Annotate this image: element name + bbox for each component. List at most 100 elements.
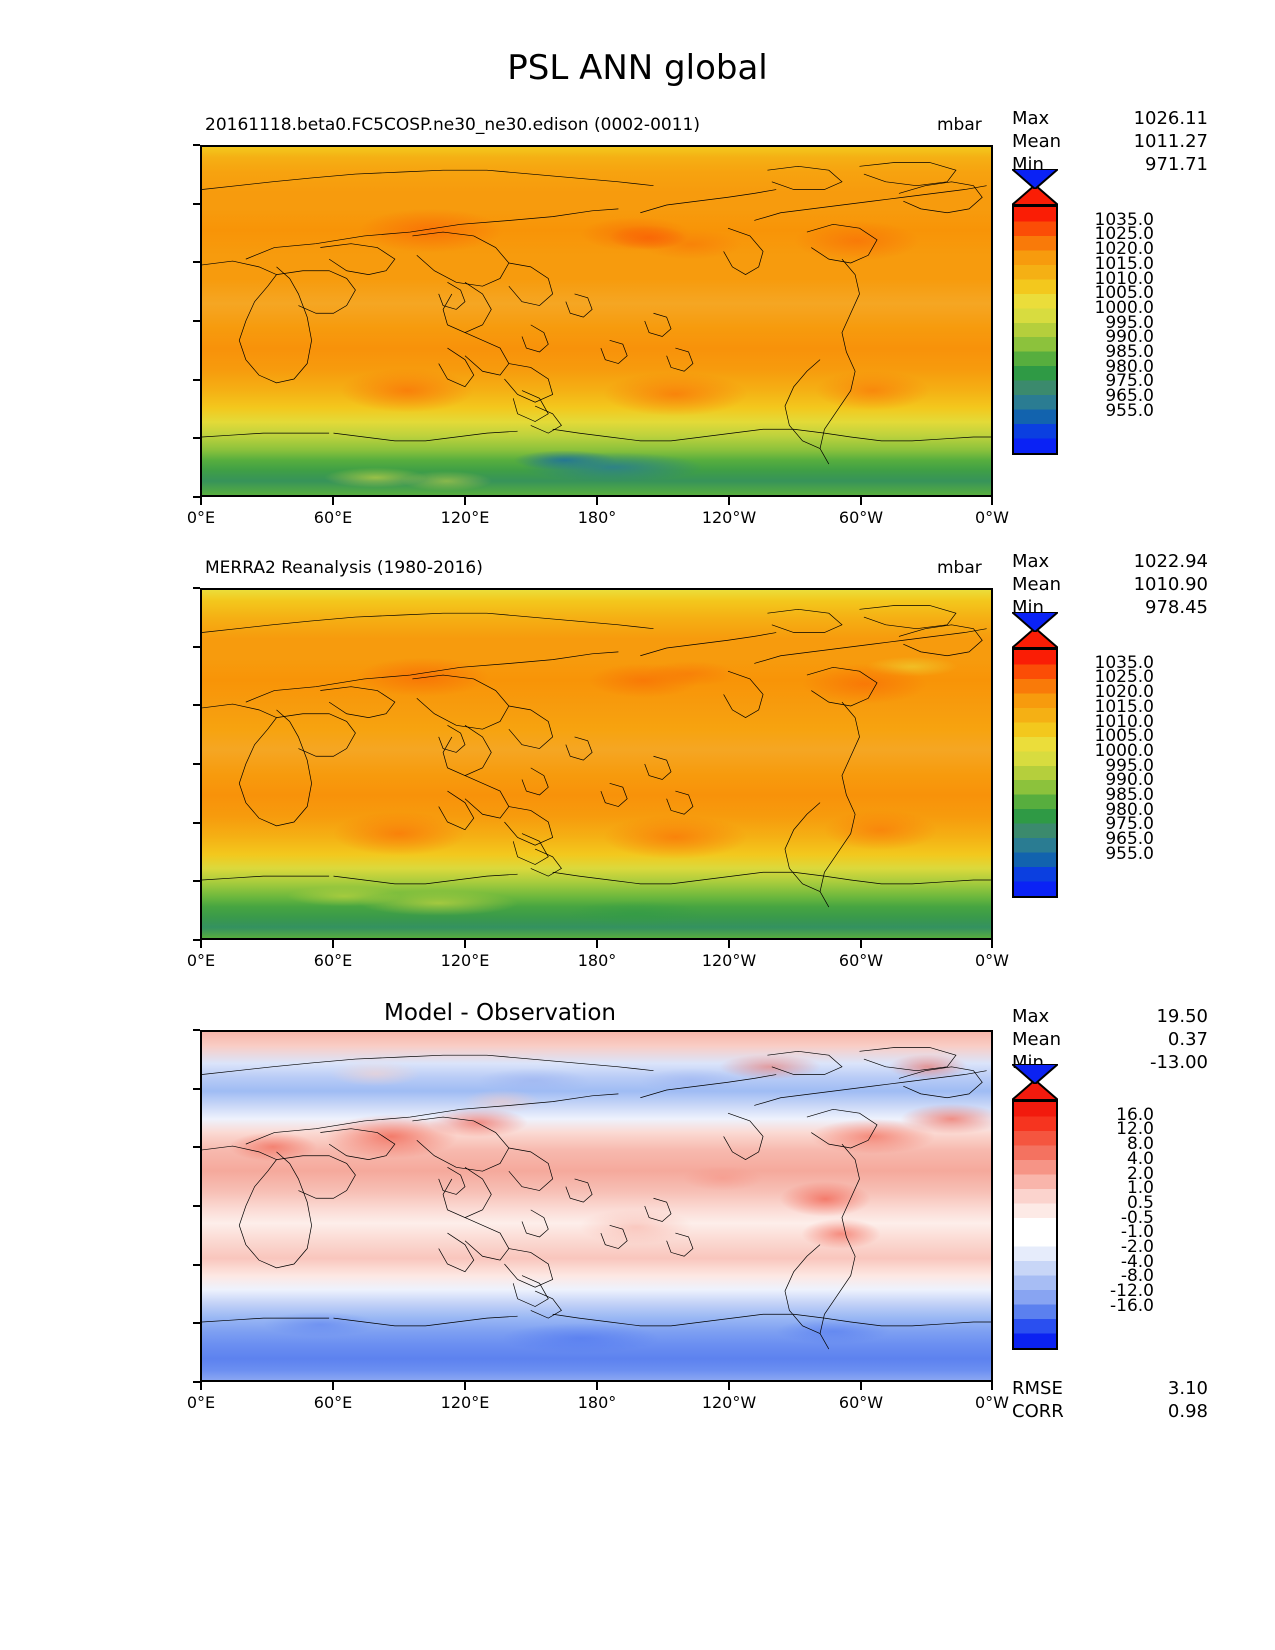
colorbar-model-body <box>1012 205 1058 455</box>
colorbar-tick-label: 1015.0 <box>1094 253 1154 274</box>
colorbar-tick-label: -12.0 <box>1110 1281 1154 1302</box>
xtick-label: 0°E <box>186 951 216 970</box>
colorbar-tick-label: 975.0 <box>1105 371 1154 392</box>
xtick-label: 120°E <box>440 951 490 970</box>
xtick-label: 120°W <box>701 951 757 970</box>
colorbar-tick-label: -0.5 <box>1120 1207 1154 1228</box>
stat-value: 1026.11 <box>1133 108 1208 129</box>
stat-value: 1011.27 <box>1133 131 1208 152</box>
panel-observation-stats: Max 1022.94 Mean 1010.90 Min 978.45 <box>1012 550 1275 619</box>
panel-model-stats: Max 1026.11 Mean 1011.27 Min 971.71 <box>1012 107 1275 176</box>
colorbar-difference-body <box>1012 1100 1058 1350</box>
colorbar-tick-label: 985.0 <box>1105 342 1154 363</box>
xtick-label: 120°W <box>701 508 757 527</box>
colorbar-tick-label: 990.0 <box>1105 327 1154 348</box>
colorbar-tick-label: 955.0 <box>1105 400 1154 421</box>
colorbar-tick-label: 1035.0 <box>1094 209 1154 230</box>
stat-value: 978.45 <box>1145 597 1208 618</box>
map-difference-xaxis: 0°E 60°E 120°E 180° 120°W 60°W 0°W <box>0 1382 1275 1412</box>
panel-difference-scores: RMSE 3.10 CORR 0.98 <box>1012 1377 1275 1423</box>
xtick-label: 0°W <box>975 1393 1009 1412</box>
xtick-label: 60°E <box>313 951 353 970</box>
colorbar-tick-label: -16.0 <box>1110 1295 1154 1316</box>
map-difference-anomalies <box>202 1032 991 1380</box>
colorbar-under-arrow <box>1009 168 1061 191</box>
map-model-xaxis: 0°E 60°E 120°E 180° 120°W 60°W 0°W <box>0 497 1275 527</box>
map-model-coastlines <box>202 147 991 495</box>
xtick-label: 180° <box>577 508 617 527</box>
xtick-label: 0°E <box>186 1393 216 1412</box>
colorbar-tick-label: 1005.0 <box>1094 283 1154 304</box>
map-difference-coastlines <box>202 1032 991 1380</box>
stat-value: 19.50 <box>1156 1006 1208 1027</box>
xtick-label: 60°W <box>838 1393 884 1412</box>
stat-value: 1022.94 <box>1133 551 1208 572</box>
colorbar-under-arrow <box>1009 611 1061 634</box>
panel-observation-heading: MERRA2 Reanalysis (1980-2016) <box>205 558 483 578</box>
colorbar-tick-label: 1035.0 <box>1094 652 1154 673</box>
colorbar-tick-label: -2.0 <box>1120 1237 1154 1258</box>
colorbar-tick-label: 980.0 <box>1105 799 1154 820</box>
colorbar-tick-label: 1025.0 <box>1094 224 1154 245</box>
xtick-label: 120°W <box>701 1393 757 1412</box>
stat-label: Max <box>1012 108 1050 129</box>
map-model[interactable] <box>200 145 993 497</box>
colorbar-tick-label: 965.0 <box>1105 386 1154 407</box>
colorbar-tick-label: 1.0 <box>1126 1178 1154 1199</box>
xtick-label: 120°E <box>440 508 490 527</box>
stat-value: -13.00 <box>1149 1052 1208 1073</box>
xtick-label: 0°W <box>975 508 1009 527</box>
stat-label: Mean <box>1012 131 1062 152</box>
colorbar-tick-label: 1015.0 <box>1094 696 1154 717</box>
stat-value: 1010.90 <box>1133 574 1208 595</box>
xtick-label: 60°W <box>838 508 884 527</box>
colorbar-observation-ticks: 1035.0 1025.0 1020.0 1015.0 1010.0 1005.0 1000… <box>1064 648 1154 898</box>
colorbar-tick-label: 1025.0 <box>1094 667 1154 688</box>
xtick-label: 60°E <box>313 1393 353 1412</box>
score-label: RMSE <box>1012 1378 1063 1399</box>
stat-value: 0.37 <box>1167 1029 1208 1050</box>
score-label: CORR <box>1012 1401 1064 1422</box>
colorbar-tick-label: 1020.0 <box>1094 239 1154 260</box>
xtick-label: 120°E <box>440 1393 490 1412</box>
xtick-label: 180° <box>577 1393 617 1412</box>
panel-difference-heading: Model - Observation <box>383 1000 617 1026</box>
map-model-anomalies <box>202 147 991 495</box>
colorbar-tick-label: 980.0 <box>1105 356 1154 377</box>
colorbar-tick-label: 990.0 <box>1105 770 1154 791</box>
colorbar-tick-label: 0.5 <box>1126 1192 1154 1213</box>
xtick-label: 60°W <box>838 951 884 970</box>
colorbar-tick-label: 985.0 <box>1105 785 1154 806</box>
colorbar-tick-label: 965.0 <box>1105 829 1154 850</box>
colorbar-difference-ticks: 16.0 12.0 8.0 4.0 2.0 1.0 0.5 -0.5 -1.0 -2.0 -4.0-… <box>1064 1100 1154 1350</box>
colorbar-tick-label: 955.0 <box>1105 843 1154 864</box>
colorbar-tick-label: 1010.0 <box>1094 711 1154 732</box>
colorbar-tick-label: 995.0 <box>1105 755 1154 776</box>
colorbar-observation-body <box>1012 648 1058 898</box>
colorbar-tick-label: 8.0 <box>1126 1134 1154 1155</box>
xtick-label: 60°E <box>313 508 353 527</box>
score-value: 3.10 <box>1167 1378 1208 1399</box>
stat-label: Mean <box>1012 1029 1062 1050</box>
stat-label: Max <box>1012 1006 1050 1027</box>
panel-observation-units: mbar <box>937 558 982 578</box>
colorbar-tick-label: 995.0 <box>1105 312 1154 333</box>
score-value: 0.98 <box>1167 1401 1208 1422</box>
map-difference[interactable] <box>200 1030 993 1382</box>
colorbar-tick-label: -4.0 <box>1120 1251 1154 1272</box>
colorbar-tick-label: 12.0 <box>1116 1119 1154 1140</box>
colorbar-model-ticks: 1035.0 1025.0 1020.0 1015.0 1010.0 1005.0 1000… <box>1064 205 1154 455</box>
colorbar-tick-label: 975.0 <box>1105 814 1154 835</box>
colorbar-tick-label: 16.0 <box>1116 1104 1154 1125</box>
panel-model-heading: 20161118.beta0.FC5COSP.ne30_ne30.edison … <box>205 115 700 135</box>
map-observation[interactable] <box>200 588 993 940</box>
colorbar-tick-label: 1000.0 <box>1094 297 1154 318</box>
panel-model-units: mbar <box>937 115 982 135</box>
colorbar-tick-label: 2.0 <box>1126 1163 1154 1184</box>
colorbar-tick-label: 4.0 <box>1126 1148 1154 1169</box>
colorbar-tick-label: 1000.0 <box>1094 740 1154 761</box>
stat-value: 971.71 <box>1145 154 1208 175</box>
colorbar-under-arrow <box>1009 1063 1061 1086</box>
stat-label: Max <box>1012 551 1050 572</box>
